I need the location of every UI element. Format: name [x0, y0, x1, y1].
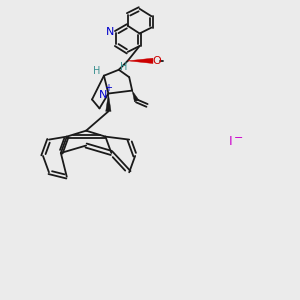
Text: O: O	[152, 56, 161, 66]
Polygon shape	[106, 94, 111, 111]
Text: H: H	[121, 62, 128, 72]
Text: N: N	[99, 90, 107, 100]
Text: +: +	[104, 83, 112, 93]
Text: N: N	[106, 27, 115, 37]
Text: H: H	[93, 66, 100, 76]
Polygon shape	[128, 58, 153, 64]
Polygon shape	[132, 91, 139, 102]
Text: −: −	[234, 133, 243, 143]
Text: I: I	[228, 135, 232, 148]
